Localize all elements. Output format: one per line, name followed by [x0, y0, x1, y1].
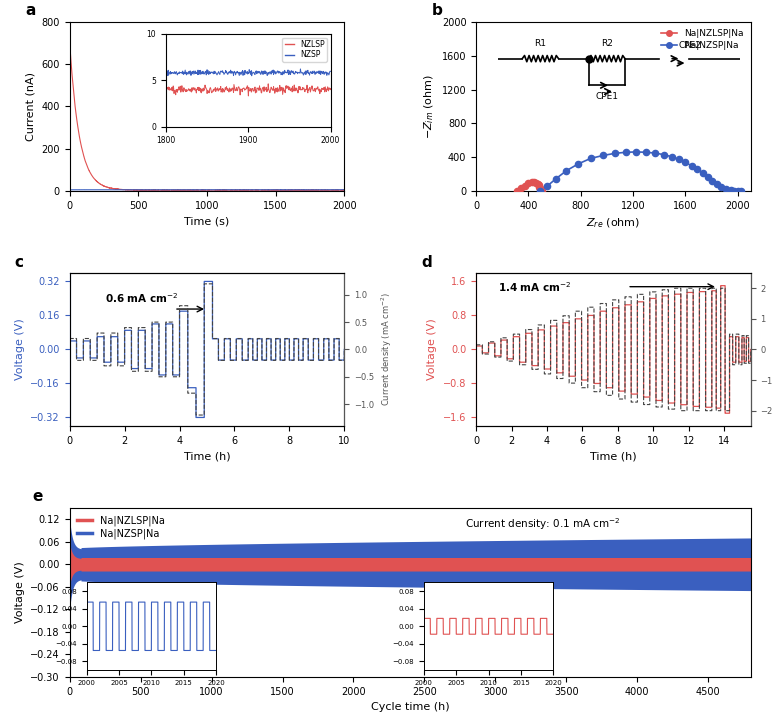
Point: [735, 185, 747, 197]
Point: [530, 177, 543, 189]
Point: [534, 185, 546, 197]
Point: [597, 150, 609, 162]
Point: [666, 151, 678, 162]
Point: [686, 160, 698, 172]
Point: [532, 178, 544, 190]
Point: [528, 176, 540, 188]
Point: [620, 146, 632, 158]
Point: [541, 180, 553, 191]
Point: [724, 184, 737, 196]
Point: [550, 173, 562, 185]
X-axis label: Cycle time (h): Cycle time (h): [371, 703, 450, 712]
Point: [691, 164, 704, 175]
Text: b: b: [432, 4, 443, 18]
X-axis label: Time (s): Time (s): [184, 216, 230, 226]
Text: a: a: [26, 4, 36, 18]
Point: [697, 167, 709, 179]
X-axis label: $Z_{re}$ (ohm): $Z_{re}$ (ohm): [587, 216, 641, 230]
Point: [572, 158, 584, 170]
Point: [533, 179, 545, 191]
Point: [536, 185, 548, 197]
Point: [515, 182, 527, 194]
Text: 1.4 mA cm$^{-2}$: 1.4 mA cm$^{-2}$: [498, 280, 571, 294]
Text: e: e: [33, 489, 43, 505]
Point: [649, 147, 662, 159]
Text: 0.6 mA cm$^{-2}$: 0.6 mA cm$^{-2}$: [105, 291, 179, 305]
X-axis label: Time (h): Time (h): [590, 451, 637, 462]
X-axis label: Time (h): Time (h): [183, 451, 231, 462]
Point: [640, 146, 652, 158]
Point: [608, 148, 621, 159]
Point: [584, 153, 597, 165]
Point: [720, 183, 732, 195]
Y-axis label: Voltage (V): Voltage (V): [15, 561, 25, 623]
Y-axis label: Current (nA): Current (nA): [26, 72, 36, 141]
Point: [680, 157, 692, 168]
Point: [711, 178, 723, 190]
Legend: Na|NZLSP|Na, Na|NZSP|Na: Na|NZLSP|Na, Na|NZSP|Na: [658, 26, 746, 52]
Text: d: d: [421, 255, 432, 270]
Y-axis label: Current density (mA cm$^{-2}$): Current density (mA cm$^{-2}$): [380, 293, 394, 406]
Point: [732, 185, 745, 197]
Point: [534, 182, 546, 194]
Point: [533, 181, 546, 193]
Text: c: c: [15, 255, 24, 270]
Point: [511, 185, 523, 197]
Y-axis label: Voltage (V): Voltage (V): [15, 319, 25, 380]
Legend: Na|NZLSP|Na, Na|NZSP|Na: Na|NZLSP|Na, Na|NZSP|Na: [74, 513, 168, 542]
Point: [522, 178, 535, 189]
Point: [630, 146, 642, 158]
Point: [706, 175, 718, 186]
Point: [535, 184, 547, 196]
Point: [519, 180, 532, 191]
Text: Current density: 0.1 mA cm$^{-2}$: Current density: 0.1 mA cm$^{-2}$: [464, 516, 621, 532]
Point: [728, 185, 741, 197]
Y-axis label: Voltage (V): Voltage (V): [427, 319, 437, 380]
Y-axis label: $-Z_{im}$ (ohm): $-Z_{im}$ (ohm): [423, 74, 437, 139]
Point: [534, 183, 546, 195]
Point: [535, 185, 547, 197]
Point: [673, 154, 685, 165]
Point: [715, 181, 728, 193]
Point: [658, 149, 670, 160]
Point: [526, 176, 538, 188]
Point: [535, 185, 547, 197]
Point: [560, 165, 573, 176]
Point: [701, 171, 714, 183]
